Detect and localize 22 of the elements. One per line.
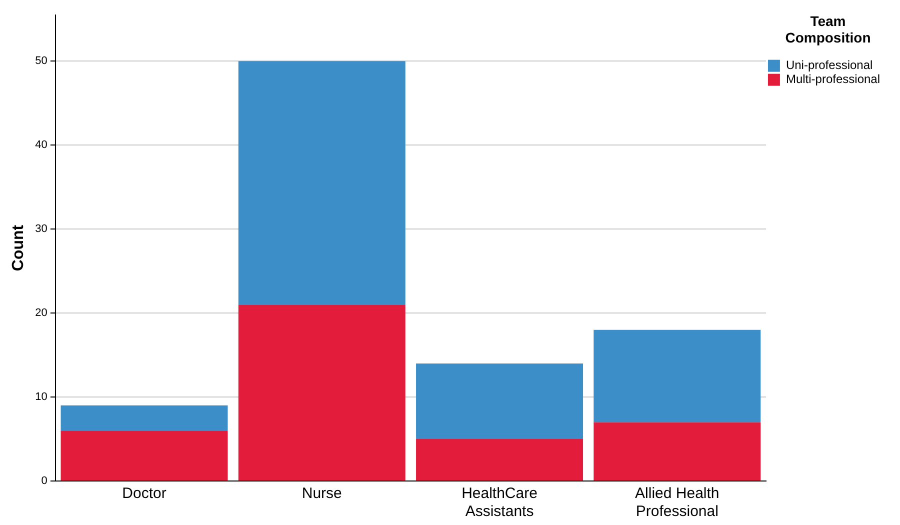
x-tick-label: Doctor <box>122 485 166 502</box>
bar <box>238 61 406 305</box>
bar <box>60 430 228 480</box>
y-tick-label: 20 <box>35 307 48 320</box>
legend-title: Team Composition <box>785 12 871 46</box>
bar <box>594 422 761 480</box>
x-tick-label: Nurse <box>302 485 342 502</box>
legend-label: Multi-professional <box>786 72 880 86</box>
x-tick-label: HealthCare Assistants <box>462 485 538 520</box>
y-tick-label: 50 <box>35 55 48 68</box>
bar <box>594 330 761 422</box>
y-tick-label: 0 <box>41 475 48 488</box>
y-tick-label: 30 <box>35 223 48 236</box>
bar <box>238 304 406 480</box>
y-axis-title: Count <box>10 224 28 272</box>
y-tick-label: 10 <box>35 391 48 404</box>
bar <box>416 363 583 440</box>
bar <box>60 405 228 431</box>
y-tick-label: 40 <box>35 139 48 152</box>
bar <box>416 439 583 480</box>
legend-label: Uni-professional <box>786 58 873 72</box>
x-tick-label: Allied Health Professional <box>635 485 720 520</box>
